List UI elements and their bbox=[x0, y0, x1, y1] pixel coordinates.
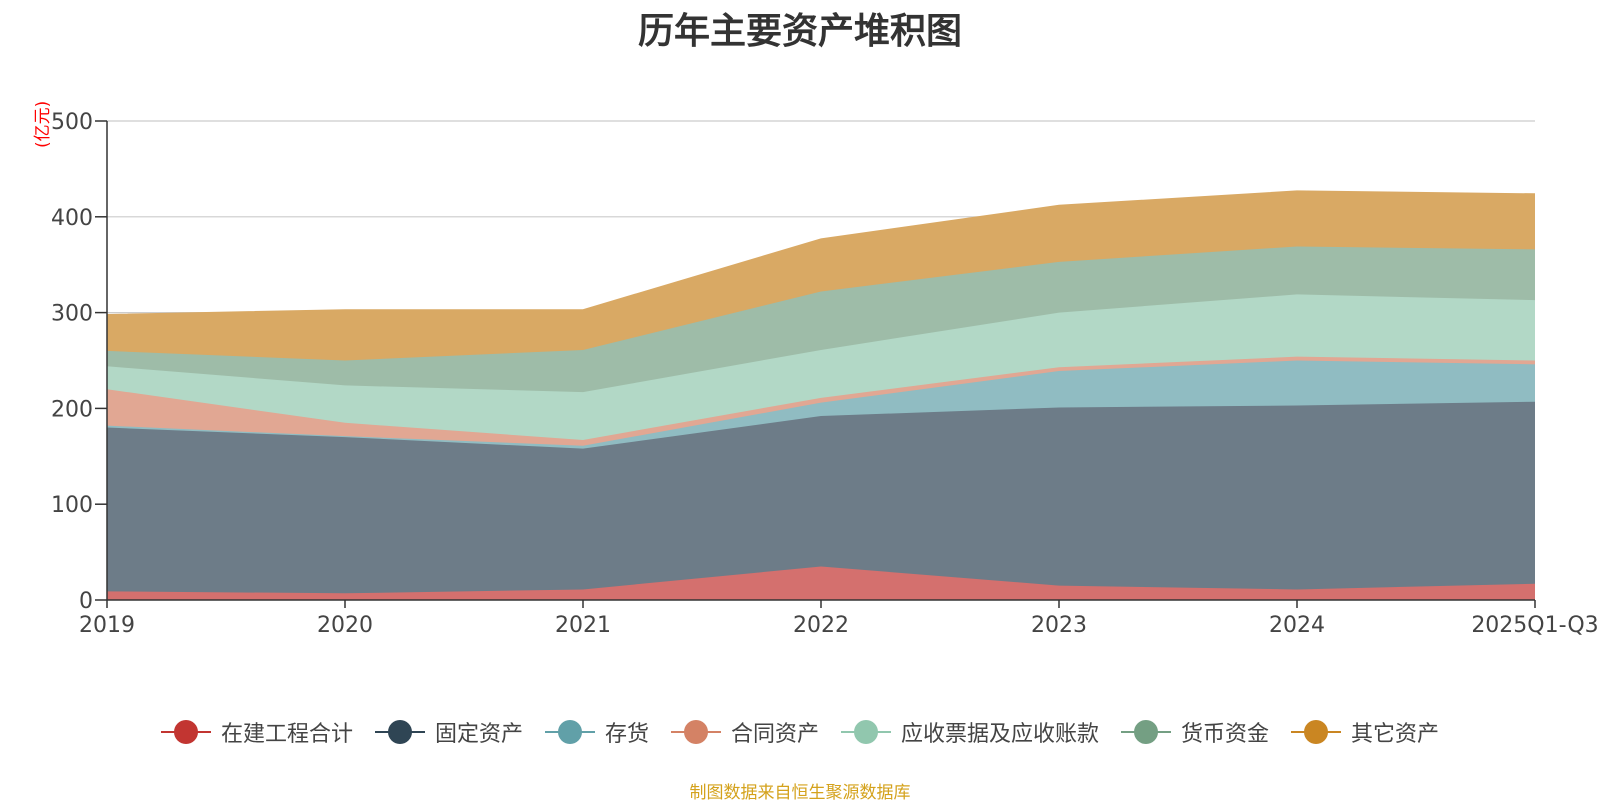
legend-item[interactable]: 应收票据及应收账款 bbox=[841, 716, 1099, 748]
y-tick-label: 300 bbox=[51, 302, 93, 327]
area-series-edge-6 bbox=[106, 190, 1536, 316]
legend-marker-icon bbox=[1291, 720, 1342, 744]
legend: 在建工程合计 固定资产 存货 合同资产 应收票据及应收账款 货币资金 其它资产 bbox=[0, 712, 1600, 752]
legend-label: 合同资产 bbox=[730, 722, 819, 747]
source-note: 制图数据来自恒生聚源数据库 bbox=[689, 783, 911, 803]
x-tick-label: 2025Q1-Q3 bbox=[1471, 613, 1598, 638]
legend-item[interactable]: 货币资金 bbox=[1121, 716, 1269, 748]
x-tick-label: 2021 bbox=[555, 613, 611, 638]
legend-marker-icon bbox=[670, 720, 721, 744]
x-tick-label: 2023 bbox=[1031, 613, 1087, 638]
legend-item[interactable]: 在建工程合计 bbox=[160, 716, 353, 748]
legend-marker-icon bbox=[841, 720, 891, 744]
legend-item[interactable]: 固定资产 bbox=[374, 716, 523, 748]
y-tick-label: 0 bbox=[79, 589, 93, 614]
legend-item[interactable]: 合同资产 bbox=[670, 716, 819, 748]
legend-item[interactable]: 存货 bbox=[544, 716, 649, 748]
y-tick-label: 200 bbox=[51, 397, 93, 422]
legend-label: 在建工程合计 bbox=[220, 722, 353, 747]
legend-label: 存货 bbox=[604, 722, 649, 747]
area-series-2[interactable] bbox=[107, 360, 1535, 449]
legend-label: 固定资产 bbox=[434, 722, 523, 747]
area-series-1[interactable] bbox=[107, 401, 1535, 594]
area-series-3[interactable] bbox=[107, 356, 1535, 446]
axes: 0 100 200 300 400 500 2019 2020 2021 2022 2023 2024… bbox=[51, 110, 1599, 638]
area-series-4[interactable] bbox=[107, 294, 1535, 441]
area-series bbox=[106, 190, 1536, 600]
x-tick-label: 2024 bbox=[1269, 613, 1325, 638]
legend-label: 其它资产 bbox=[1351, 722, 1440, 747]
legend-item[interactable]: 其它资产 bbox=[1291, 716, 1439, 748]
area-series-6[interactable] bbox=[107, 190, 1535, 361]
legend-marker-icon bbox=[1121, 720, 1172, 744]
legend-marker-icon bbox=[160, 720, 211, 744]
legend-label: 应收票据及应收账款 bbox=[901, 722, 1100, 747]
legend-label: 货币资金 bbox=[1181, 722, 1270, 747]
y-tick-label: 100 bbox=[51, 493, 93, 518]
x-tick-label: 2022 bbox=[793, 613, 849, 638]
legend-marker-icon bbox=[544, 720, 595, 744]
y-tick-label: 500 bbox=[51, 110, 93, 135]
chart-plot: 0 100 200 300 400 500 2019 2020 2021 2022 2023 2024… bbox=[51, 110, 1599, 638]
chart-title: 历年主要资产堆积图 bbox=[637, 11, 962, 52]
x-tick-label: 2019 bbox=[79, 613, 135, 638]
y-tick-label: 400 bbox=[51, 206, 93, 231]
legend-marker-icon bbox=[374, 720, 425, 744]
x-tick-label: 2020 bbox=[317, 613, 373, 638]
